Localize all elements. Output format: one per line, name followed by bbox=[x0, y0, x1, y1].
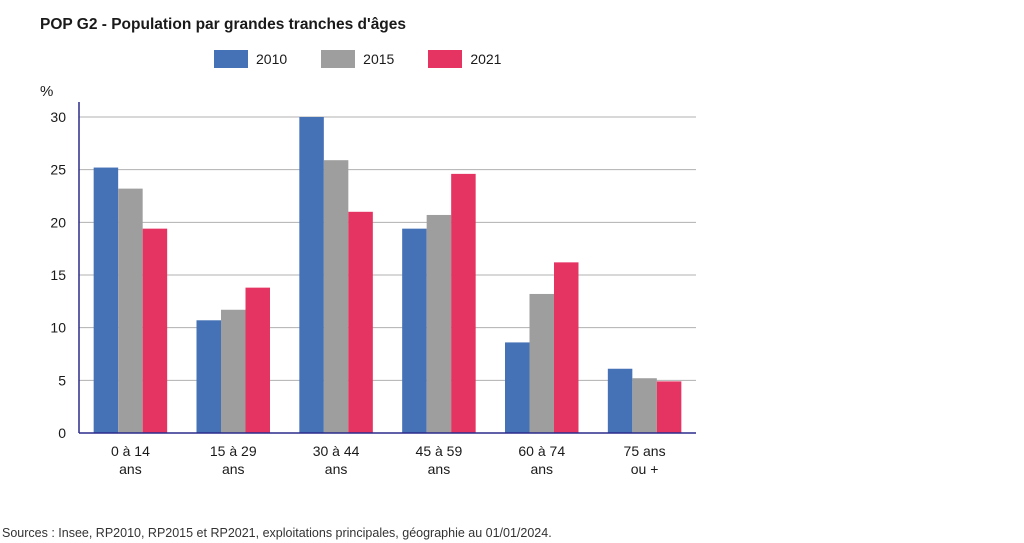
y-tick-label-5: 5 bbox=[58, 372, 66, 388]
x-tick-label-2-1: ans bbox=[325, 461, 348, 477]
bar-2010-1 bbox=[196, 320, 221, 433]
bar-2015-2 bbox=[323, 160, 349, 434]
bar-2021-1 bbox=[245, 287, 270, 433]
x-tick-label-3-1: ans bbox=[428, 461, 451, 477]
x-tick-label-5-1: ou + bbox=[631, 461, 659, 477]
x-tick-label-4-0: 60 à 74 bbox=[518, 443, 565, 459]
bar-2021-4 bbox=[554, 262, 579, 433]
chart-title: POP G2 - Population par grandes tranches… bbox=[40, 16, 407, 33]
x-tick-label-0-0: 0 à 14 bbox=[111, 443, 150, 459]
bar-2015-5 bbox=[632, 378, 657, 433]
legend-item-2021: 2021 bbox=[428, 50, 501, 68]
x-tick-label-2-0: 30 à 44 bbox=[313, 443, 360, 459]
bar-2010-4 bbox=[505, 342, 530, 433]
bar-2010-0 bbox=[93, 167, 119, 433]
legend-swatch-2015 bbox=[321, 50, 356, 68]
y-tick-label-25: 25 bbox=[50, 162, 66, 178]
y-axis-label: % bbox=[40, 83, 53, 100]
y-tick-label-20: 20 bbox=[50, 214, 66, 230]
bar-2021-3 bbox=[451, 173, 476, 433]
bar-2010-3 bbox=[402, 228, 427, 433]
x-tick-label-0-1: ans bbox=[119, 461, 142, 477]
legend-swatch-2021 bbox=[428, 50, 463, 68]
legend-item-2010: 2010 bbox=[214, 50, 287, 68]
bar-2015-4 bbox=[529, 293, 554, 433]
bar-2015-3 bbox=[426, 214, 452, 433]
chart-legend: 2010 2015 2021 bbox=[214, 50, 501, 68]
y-tick-label-30: 30 bbox=[50, 109, 66, 125]
bar-2010-2 bbox=[299, 117, 324, 433]
bar-2021-2 bbox=[348, 211, 373, 433]
y-tick-label-0: 0 bbox=[58, 425, 66, 441]
bar-2015-1 bbox=[221, 309, 246, 433]
bar-2021-5 bbox=[656, 381, 682, 433]
y-tick-label-10: 10 bbox=[50, 320, 66, 336]
legend-item-2015: 2015 bbox=[321, 50, 394, 68]
x-tick-label-1-0: 15 à 29 bbox=[210, 443, 257, 459]
source-note: Sources : Insee, RP2010, RP2015 et RP202… bbox=[2, 526, 552, 540]
legend-label-2015: 2015 bbox=[363, 51, 395, 67]
x-tick-label-5-0: 75 ans bbox=[624, 443, 666, 459]
x-tick-label-3-0: 45 à 59 bbox=[416, 443, 463, 459]
x-tick-label-4-1: ans bbox=[530, 461, 553, 477]
bar-2010-5 bbox=[607, 368, 633, 433]
legend-label-2021: 2021 bbox=[470, 51, 502, 67]
legend-label-2010: 2010 bbox=[256, 51, 288, 67]
y-tick-label-15: 15 bbox=[50, 267, 66, 283]
x-tick-label-1-1: ans bbox=[222, 461, 245, 477]
bar-2021-0 bbox=[142, 228, 168, 433]
bar-2015-0 bbox=[118, 188, 143, 433]
legend-swatch-2010 bbox=[214, 50, 248, 68]
